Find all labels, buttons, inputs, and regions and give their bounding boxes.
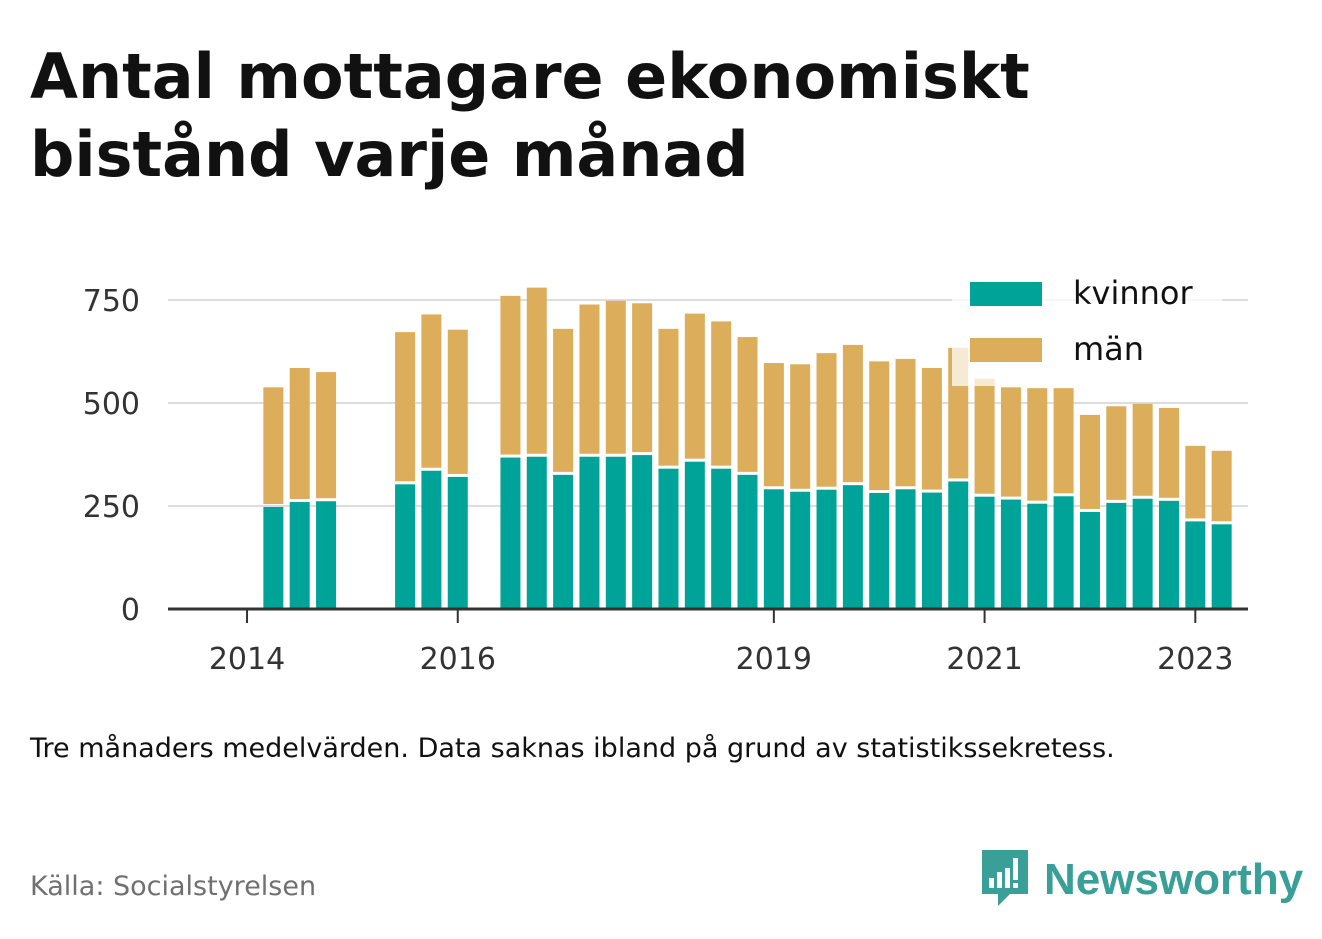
bar-man	[500, 295, 521, 455]
bar-kvinnor	[632, 455, 653, 609]
bar-man	[921, 367, 942, 490]
legend-label: kvinnor	[1073, 274, 1194, 312]
bar-man	[526, 287, 547, 454]
bar-kvinnor	[1185, 521, 1206, 609]
bar-man	[1027, 388, 1048, 501]
bar-man	[263, 387, 284, 504]
bar-man	[1185, 445, 1206, 519]
bar-kvinnor	[447, 476, 468, 609]
bar-kvinnor	[1106, 502, 1127, 609]
x-tick-label: 2014	[209, 642, 285, 677]
bar-man	[316, 372, 337, 499]
bar-kvinnor	[421, 470, 442, 609]
chart-title: Antal mottagare ekonomiskt bistånd varje…	[30, 40, 1030, 191]
bar-man	[553, 328, 574, 472]
x-tick-label: 2016	[420, 642, 496, 677]
y-tick-label: 500	[83, 387, 140, 422]
y-tick-label: 0	[121, 593, 140, 628]
legend-swatch	[970, 282, 1042, 306]
source-label: Källa: Socialstyrelsen	[30, 871, 317, 902]
legend: kvinnor män	[952, 266, 1222, 386]
bar-man	[684, 313, 705, 459]
y-tick-label: 750	[83, 284, 140, 319]
brand-logo: Newsworthy	[980, 848, 1303, 912]
bar-kvinnor	[948, 481, 969, 609]
bar-man	[1132, 403, 1153, 496]
bar-kvinnor	[711, 468, 732, 609]
bar-kvinnor	[395, 484, 416, 609]
axes: 0 250 500 750 2014 2016 2019 2021 2023	[83, 284, 1248, 677]
bar-kvinnor	[895, 489, 916, 609]
bar-kvinnor	[790, 491, 811, 609]
bar-kvinnor	[526, 456, 547, 609]
bar-kvinnor	[1079, 511, 1100, 609]
bar-man	[711, 321, 732, 466]
bar-man	[842, 344, 863, 483]
bar-kvinnor	[658, 468, 679, 609]
bar-man	[1158, 407, 1179, 498]
bar-man	[790, 364, 811, 489]
bar-man	[763, 363, 784, 487]
bar-man	[869, 361, 890, 490]
bar-kvinnor	[500, 457, 521, 609]
bar-kvinnor	[316, 501, 337, 609]
newsworthy-logo-icon	[980, 848, 1030, 912]
bar-kvinnor	[263, 507, 284, 609]
bar-man	[605, 300, 626, 454]
bar-kvinnor	[763, 489, 784, 609]
bar-kvinnor	[1211, 524, 1232, 609]
bar-man	[395, 332, 416, 482]
bar-kvinnor	[737, 474, 758, 609]
bar-man	[1106, 406, 1127, 500]
bar-kvinnor	[974, 496, 995, 609]
bar-kvinnor	[289, 502, 310, 609]
bar-kvinnor	[1053, 496, 1074, 609]
x-tick-label: 2019	[736, 642, 812, 677]
bar-man	[1211, 450, 1232, 522]
bar-man	[632, 303, 653, 453]
bar-kvinnor	[816, 489, 837, 609]
bar-kvinnor	[553, 474, 574, 609]
bar-man	[816, 353, 837, 487]
bar-man	[1053, 388, 1074, 494]
legend-label: män	[1073, 330, 1144, 368]
bar-kvinnor	[1000, 499, 1021, 609]
bar-kvinnor	[869, 492, 890, 609]
bar-kvinnor	[1132, 498, 1153, 609]
bar-man	[579, 304, 600, 454]
bar-man	[974, 378, 995, 494]
bar-kvinnor	[921, 492, 942, 609]
bar-kvinnor	[579, 456, 600, 609]
bar-man	[737, 337, 758, 472]
brand-name: Newsworthy	[1044, 855, 1304, 904]
bar-kvinnor	[1027, 503, 1048, 609]
legend-swatch	[970, 338, 1042, 362]
bar-man	[1079, 414, 1100, 509]
bar-man	[895, 358, 916, 487]
bar-kvinnor	[842, 485, 863, 609]
bar-man	[447, 329, 468, 474]
bar-man	[289, 367, 310, 500]
bar-kvinnor	[605, 456, 626, 609]
x-tick-label: 2023	[1157, 642, 1233, 677]
bar-kvinnor	[684, 461, 705, 609]
bar-man	[1000, 387, 1021, 497]
bar-kvinnor	[1158, 500, 1179, 609]
x-tick-label: 2021	[946, 642, 1022, 677]
bar-chart: 0 250 500 750 2014 2016 2019 2021 2023 kvinnor mä…	[82, 266, 1248, 677]
chart-note: Tre månaders medelvärden. Data saknas ib…	[30, 733, 1115, 764]
bar-man	[658, 328, 679, 466]
bar-man	[421, 314, 442, 468]
y-tick-label: 250	[83, 490, 140, 525]
bar-groups	[263, 287, 1232, 609]
